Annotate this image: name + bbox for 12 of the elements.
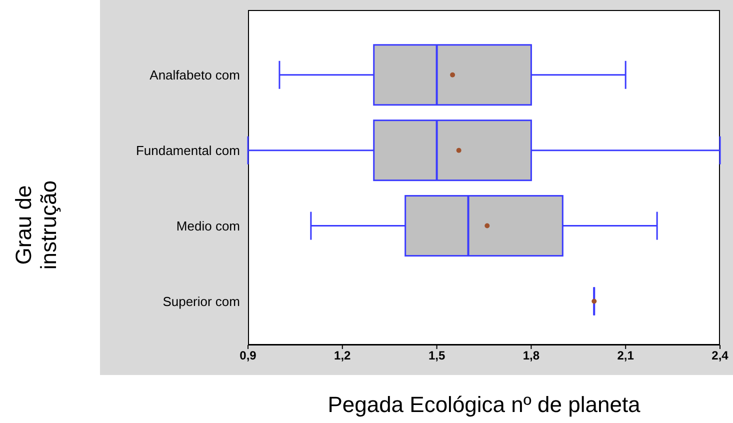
y-tick-label: Fundamental com [136, 142, 240, 158]
y-tick-label: Medio com [176, 218, 240, 234]
y-tick-label: Superior com [162, 294, 240, 309]
y-tick-label: Analfabeto com [150, 68, 240, 82]
x-axis-title: Pegada Ecológica nº de planeta [326, 392, 642, 418]
x-tick-label: 1,8 [522, 348, 540, 363]
x-tick-label: 2,4 [712, 348, 729, 363]
y-axis-title: Grau de instrução [11, 180, 61, 270]
x-tick-label: 1,2 [334, 348, 352, 363]
x-tick-label: 1,5 [428, 348, 446, 363]
x-tick-label: 2,1 [617, 348, 634, 363]
x-tick-label: 0,9 [240, 348, 257, 363]
